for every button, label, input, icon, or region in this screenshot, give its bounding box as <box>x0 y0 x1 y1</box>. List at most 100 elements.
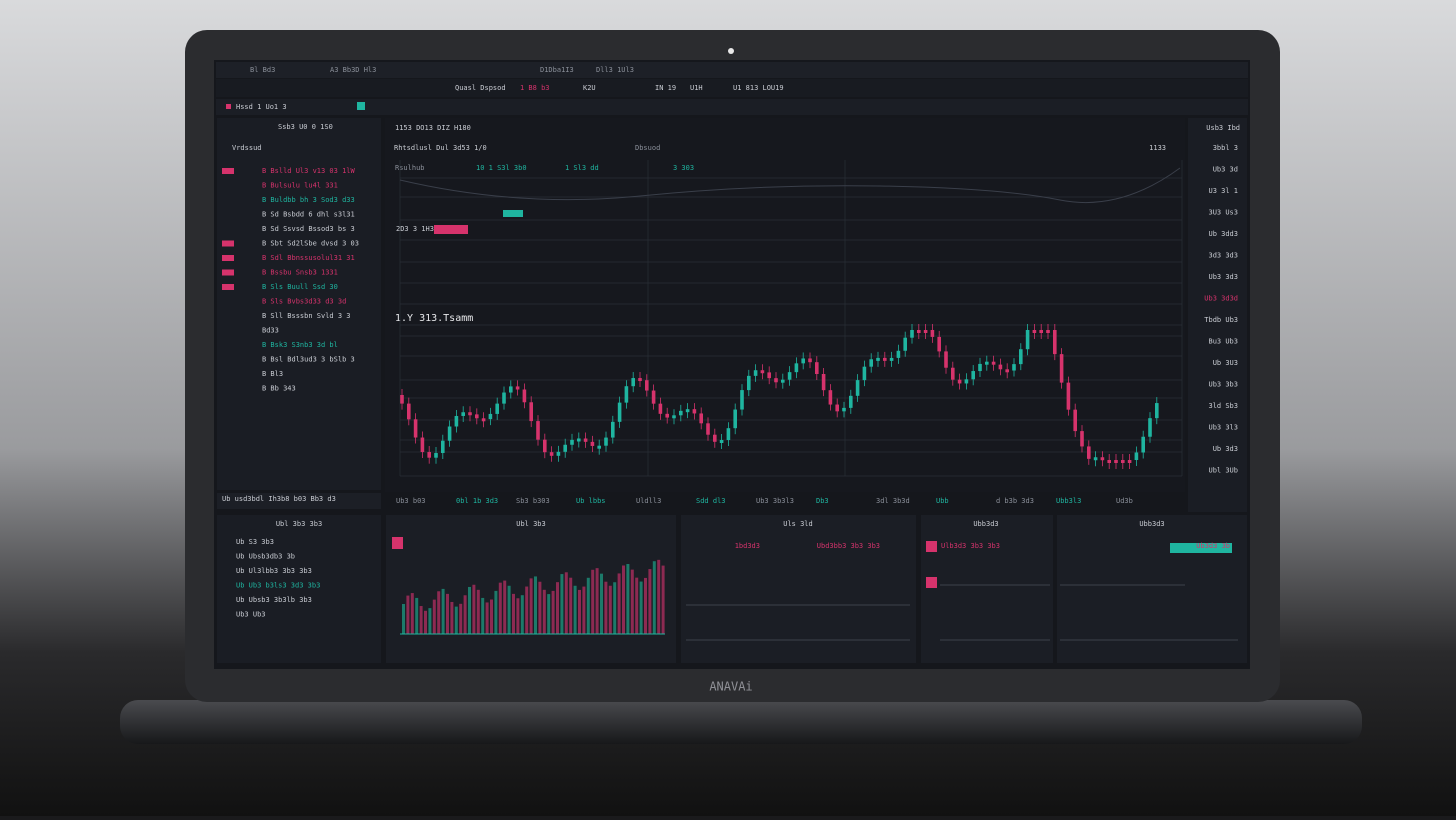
candle <box>597 445 601 449</box>
highlight <box>1170 543 1232 553</box>
toolbar-icon[interactable] <box>226 104 231 109</box>
candle <box>1053 330 1057 355</box>
candle <box>951 367 955 380</box>
candle <box>447 426 452 441</box>
label: Hssd 1 Uo1 3 <box>236 103 287 111</box>
candle <box>1107 460 1111 463</box>
candle <box>883 357 887 361</box>
watchlist-footer <box>217 493 381 509</box>
candle <box>781 379 785 383</box>
candle <box>1032 330 1037 333</box>
label: B Bslld Ul3 v13 03 1lW <box>262 167 356 175</box>
candle <box>787 372 792 380</box>
candle <box>604 437 608 446</box>
candle <box>828 390 833 405</box>
candle <box>753 370 758 376</box>
volume-bar <box>419 606 423 634</box>
candle <box>475 414 479 419</box>
brand: ANAVAi <box>709 680 752 694</box>
candle <box>747 375 751 391</box>
candle <box>1127 460 1132 463</box>
volume-bar <box>450 601 454 634</box>
volume-bar <box>626 563 630 634</box>
label: 1153 DO13 DIZ H180 <box>395 124 471 132</box>
candle <box>985 361 989 365</box>
volume-bar <box>468 586 471 634</box>
volume-bar <box>639 581 643 634</box>
toolbar-icon[interactable] <box>357 102 365 110</box>
candle <box>910 330 914 338</box>
icon <box>926 541 937 552</box>
label: B Bsk3 S3nb3 3d bl <box>262 341 338 349</box>
panel <box>1057 515 1247 663</box>
candle <box>923 330 928 333</box>
candle <box>1087 446 1091 459</box>
label: 0bl 1b 3d3 <box>456 497 498 505</box>
candle <box>590 441 595 446</box>
volume-bar <box>529 578 533 634</box>
label: Ub3 Ub3 <box>236 611 266 619</box>
candle <box>549 452 554 456</box>
candle <box>842 407 846 412</box>
volume-bar <box>424 610 427 634</box>
volume-bar <box>551 590 555 634</box>
candle <box>400 395 404 404</box>
volume-bar <box>476 589 480 634</box>
label: B Sd Bsbdd 6 dhl s3l31 <box>262 211 355 219</box>
volume-bar <box>437 591 441 634</box>
candle <box>427 452 431 458</box>
candle <box>774 378 778 383</box>
candle <box>815 362 819 374</box>
volume-bar <box>498 582 502 634</box>
icon <box>392 537 403 549</box>
camera <box>728 48 734 54</box>
volume-bar <box>432 599 436 634</box>
volume-bar <box>503 580 507 634</box>
candle <box>631 378 635 387</box>
volume-bar <box>428 608 432 634</box>
candle <box>1100 457 1105 461</box>
candle <box>692 409 697 414</box>
watchlist-panel <box>217 118 381 490</box>
overview-line <box>399 167 1181 203</box>
label: Ub Ubsb3db3 3b <box>236 553 295 561</box>
label: Ulb3d3 3b3 3b3 <box>941 542 1000 550</box>
candle <box>645 380 649 391</box>
volume-bar <box>512 593 515 634</box>
title-bar <box>216 62 1248 78</box>
candle <box>468 412 472 416</box>
volume-bar <box>630 569 634 634</box>
panel <box>217 515 381 663</box>
label: Ub3 3b3l3 <box>756 497 794 505</box>
volume-bar <box>556 582 559 634</box>
candle <box>515 386 520 390</box>
candle <box>413 419 418 438</box>
volume-bar <box>525 586 529 634</box>
candle <box>767 372 771 379</box>
label: Ub Ul3lbb3 3b3 3b3 <box>236 567 312 575</box>
volume-bar <box>463 595 467 634</box>
candle <box>1025 330 1030 350</box>
label: B Sd Ssvsd Bssod3 bs 3 <box>262 225 355 233</box>
candle <box>998 364 1003 370</box>
label: Uldll3 <box>636 497 661 505</box>
label: Ub3 3b3 <box>1208 381 1238 389</box>
label: U1H <box>690 84 703 92</box>
candle <box>1080 431 1084 447</box>
candle <box>1066 382 1071 410</box>
label: B Bl3 <box>262 370 283 378</box>
label: Ub Ubsb3 3b3lb 3b3 <box>236 596 312 604</box>
label: B Bssbu Snsb3 1331 <box>262 269 338 277</box>
volume-bar <box>485 602 489 634</box>
right-panel <box>1188 118 1247 512</box>
badge <box>222 240 234 247</box>
volume-bar <box>586 577 590 634</box>
icon <box>926 577 937 588</box>
volume-bar <box>648 569 652 634</box>
label: 3bbl 3 <box>1213 144 1238 152</box>
candle <box>1155 403 1159 419</box>
candle <box>434 453 438 458</box>
label: Ubl 3b3 3b3 <box>276 520 322 528</box>
volume-bar <box>446 593 449 634</box>
candle <box>583 438 588 442</box>
